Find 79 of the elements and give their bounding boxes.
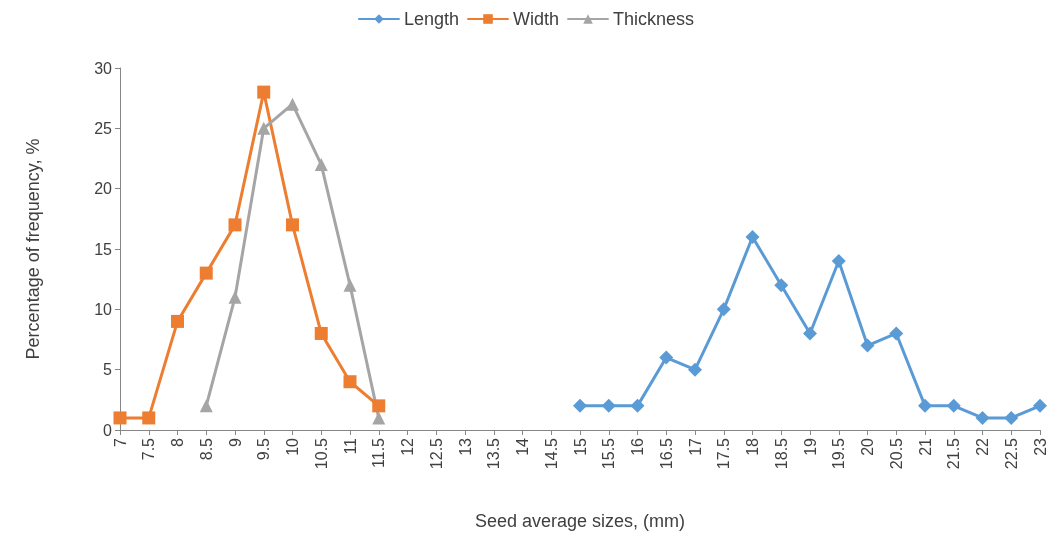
point xyxy=(975,410,990,425)
point xyxy=(199,399,213,413)
point xyxy=(286,218,299,232)
point xyxy=(860,338,875,353)
point xyxy=(573,398,587,413)
point xyxy=(372,399,386,413)
point xyxy=(774,278,789,293)
x-tick-label: 12 xyxy=(399,437,416,456)
point xyxy=(113,411,127,425)
y-tick-label: 20 xyxy=(94,180,113,198)
x-tick-label: 8 xyxy=(169,437,186,447)
point xyxy=(1033,398,1047,413)
x-tick-label: 11.5 xyxy=(370,437,388,468)
point xyxy=(228,218,242,232)
point xyxy=(343,375,357,389)
y-axis-title: Percentage of frequency, % xyxy=(23,138,43,360)
x-tick-label: 19 xyxy=(801,437,819,456)
point xyxy=(630,398,645,413)
x-tick-label: 16 xyxy=(629,437,646,456)
point xyxy=(372,411,386,425)
x-tick-label: 10.5 xyxy=(312,437,330,470)
x-tick-label: 17.5 xyxy=(715,437,733,470)
legend-label: Width xyxy=(513,9,560,29)
x-tick-label: 20 xyxy=(859,437,876,456)
x-tick-label: 14 xyxy=(514,437,531,456)
point xyxy=(601,398,616,413)
point xyxy=(889,326,904,341)
y-tick-label: 10 xyxy=(94,300,113,318)
x-tick-label: 19.5 xyxy=(830,437,848,470)
point xyxy=(171,314,184,328)
x-tick-label: 9 xyxy=(226,437,244,447)
y-tick-label: 30 xyxy=(94,59,113,77)
x-tick-label: 21 xyxy=(916,437,934,456)
x-tick-label: 18.5 xyxy=(772,437,790,470)
point xyxy=(1004,410,1019,425)
point xyxy=(257,85,271,99)
x-tick-label: 9.5 xyxy=(255,437,273,461)
x-tick-label: 17 xyxy=(686,437,704,456)
x-tick-label: 12.5 xyxy=(427,437,445,470)
x-tick-label: 7.5 xyxy=(140,437,158,461)
point xyxy=(831,254,846,269)
point xyxy=(946,398,961,413)
x-tick-label: 16.5 xyxy=(657,437,675,470)
point xyxy=(688,362,702,377)
x-tick-label: 18 xyxy=(744,437,761,456)
point xyxy=(659,350,674,365)
point xyxy=(803,326,817,341)
y-tick-label: 25 xyxy=(94,119,113,137)
y-tick-label: 5 xyxy=(103,361,113,379)
point xyxy=(199,266,213,280)
x-tick-label: 23 xyxy=(1031,437,1049,456)
point xyxy=(314,158,328,172)
x-tick-label: 15 xyxy=(571,437,589,456)
point xyxy=(343,278,357,292)
point xyxy=(228,290,242,304)
point xyxy=(142,411,156,425)
x-axis-title: Seed average sizes, (mm) xyxy=(474,511,686,531)
legend-label: Thickness xyxy=(613,9,695,29)
point xyxy=(745,229,760,244)
x-tick-label: 8.5 xyxy=(197,437,215,461)
y-tick-label: 15 xyxy=(94,240,113,258)
point xyxy=(716,302,731,317)
x-tick-label: 13 xyxy=(456,437,474,456)
y-tick-label: 0 xyxy=(103,421,113,439)
x-tick-label: 14.5 xyxy=(542,437,560,470)
point xyxy=(314,326,328,340)
point xyxy=(918,398,932,413)
legend-label: Length xyxy=(403,9,460,29)
x-tick-label: 11 xyxy=(341,437,359,455)
x-tick-label: 13.5 xyxy=(485,437,503,470)
x-tick-label: 21.5 xyxy=(945,437,963,470)
x-tick-label: 7 xyxy=(111,437,129,447)
point xyxy=(257,121,271,135)
x-tick-label: 22.5 xyxy=(1002,437,1020,470)
point xyxy=(286,97,299,111)
x-tick-label: 22 xyxy=(974,437,991,456)
x-tick-label: 10 xyxy=(284,437,301,456)
x-tick-label: 15.5 xyxy=(600,437,618,470)
x-tick-label: 20.5 xyxy=(887,437,905,470)
